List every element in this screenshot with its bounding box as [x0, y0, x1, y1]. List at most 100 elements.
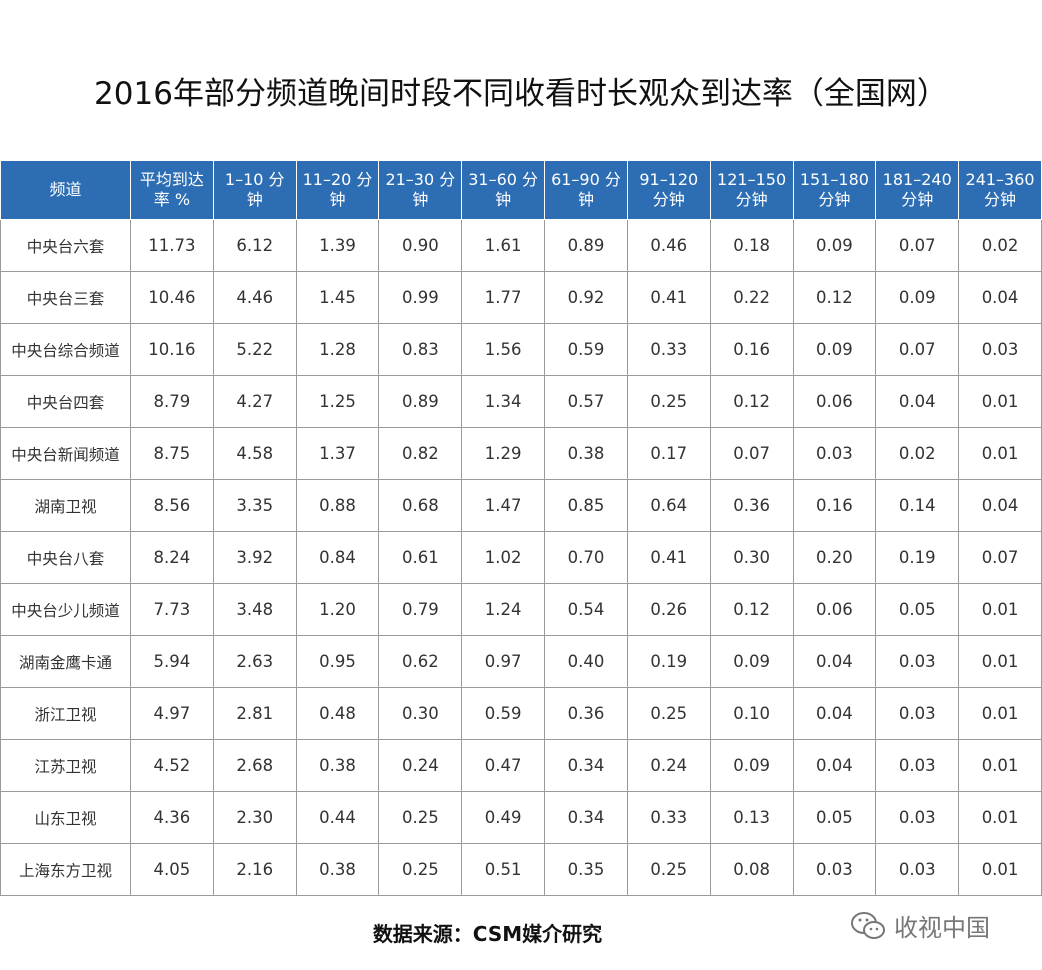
rate-cell: 0.12: [792, 271, 877, 324]
rate-cell: 1.28: [295, 323, 380, 376]
rate-cell: 0.09: [875, 271, 960, 324]
rate-cell: 0.59: [544, 323, 628, 376]
rate-cell: 0.62: [378, 635, 463, 688]
rate-cell: 4.46: [212, 271, 297, 324]
rate-cell: 0.01: [958, 583, 1042, 636]
header-line: 31–60 分: [468, 170, 539, 189]
rate-cell: 0.46: [626, 219, 711, 272]
header-line: 平均到达: [139, 170, 204, 189]
table-row: 江苏卫视 4.52 2.68 0.38 0.24 0.47 0.34 0.24 0.09 0.04…: [0, 739, 1042, 792]
rate-cell: 1.34: [461, 375, 546, 428]
table-row: 中央台八套 8.24 3.92 0.84 0.61 1.02 0.70 0.41 0.30 0.2…: [0, 531, 1042, 584]
header-line: 1–10 分: [224, 170, 285, 189]
header-line: 241–360: [965, 170, 1035, 189]
rate-cell: 0.26: [626, 583, 711, 636]
rate-cell: 1.45: [295, 271, 380, 324]
rate-cell: 0.25: [626, 687, 711, 740]
rate-cell: 0.03: [792, 427, 877, 480]
rate-cell: 0.13: [709, 791, 794, 844]
rate-cell: 0.04: [958, 479, 1042, 532]
rate-cell: 0.06: [792, 583, 877, 636]
rate-cell: 0.30: [378, 687, 463, 740]
rate-cell: 0.04: [792, 739, 877, 792]
channel-name: 中央台六套: [0, 219, 131, 272]
rate-cell: 0.34: [544, 739, 628, 792]
rate-cell: 0.01: [958, 791, 1042, 844]
header-line: 151–180: [799, 170, 869, 189]
rate-cell: 0.95: [295, 635, 380, 688]
column-header: 181–240 分钟: [875, 160, 960, 220]
rate-cell: 5.94: [130, 635, 214, 688]
rate-cell: 0.03: [875, 687, 960, 740]
rate-cell: 0.07: [875, 323, 960, 376]
column-header: 31–60 分钟: [461, 160, 546, 220]
rate-cell: 0.70: [544, 531, 628, 584]
rate-cell: 0.22: [709, 271, 794, 324]
rate-cell: 0.01: [958, 843, 1042, 896]
rate-cell: 8.56: [130, 479, 214, 532]
rate-cell: 0.03: [792, 843, 877, 896]
rate-cell: 0.41: [626, 271, 711, 324]
header-line: 频道: [49, 180, 82, 199]
watermark-text: 收视中国: [894, 914, 990, 942]
rate-cell: 1.61: [461, 219, 546, 272]
rate-cell: 2.81: [212, 687, 297, 740]
rate-cell: 0.25: [626, 375, 711, 428]
rate-cell: 0.38: [544, 427, 628, 480]
rate-cell: 0.82: [378, 427, 463, 480]
channel-name: 中央台八套: [0, 531, 131, 584]
table-row: 中央台少儿频道 7.73 3.48 1.20 0.79 1.24 0.54 0.26 0.12 0…: [0, 583, 1042, 636]
table-header: 频道 平均到达率 % 1–10 分钟 11–20 分钟 21–30 分钟 31–60 分钟…: [0, 160, 1042, 220]
column-header: 91–120 分钟: [626, 160, 711, 220]
column-header: 151–180 分钟: [792, 160, 877, 220]
rate-cell: 2.30: [212, 791, 297, 844]
header-line: 11–20 分: [302, 170, 373, 189]
rate-cell: 0.49: [461, 791, 546, 844]
rate-cell: 0.38: [295, 843, 380, 896]
rate-cell: 0.33: [626, 791, 711, 844]
rate-cell: 0.25: [378, 843, 463, 896]
rate-cell: 0.33: [626, 323, 711, 376]
rate-cell: 0.04: [958, 271, 1042, 324]
rate-cell: 0.24: [626, 739, 711, 792]
rate-cell: 4.58: [212, 427, 297, 480]
wechat-icon: [851, 911, 885, 939]
table-body: 中央台六套 11.73 6.12 1.39 0.90 1.61 0.89 0.46 0.18 0.…: [0, 219, 1042, 896]
rate-cell: 0.54: [544, 583, 628, 636]
rate-cell: 0.24: [378, 739, 463, 792]
rate-cell: 0.01: [958, 635, 1042, 688]
header-row: 频道 平均到达率 % 1–10 分钟 11–20 分钟 21–30 分钟 31–60 分钟…: [0, 160, 1042, 220]
rate-cell: 3.35: [212, 479, 297, 532]
rate-cell: 8.79: [130, 375, 214, 428]
rate-cell: 0.88: [295, 479, 380, 532]
rate-cell: 5.22: [212, 323, 297, 376]
rate-cell: 0.12: [709, 375, 794, 428]
header-line: 21–30 分: [385, 170, 456, 189]
rate-cell: 1.25: [295, 375, 380, 428]
header-line: 分钟: [901, 190, 934, 209]
table-row: 中央台三套 10.46 4.46 1.45 0.99 1.77 0.92 0.41 0.22 0.…: [0, 271, 1042, 324]
rate-cell: 0.16: [709, 323, 794, 376]
channel-name: 中央台三套: [0, 271, 131, 324]
header-line: 钟: [329, 190, 346, 209]
rate-cell: 0.10: [709, 687, 794, 740]
rate-cell: 0.40: [544, 635, 628, 688]
rate-cell: 1.24: [461, 583, 546, 636]
rate-cell: 4.27: [212, 375, 297, 428]
rate-cell: 0.47: [461, 739, 546, 792]
channel-name: 湖南金鹰卡通: [0, 635, 131, 688]
channel-name: 中央台四套: [0, 375, 131, 428]
header-line: 181–240: [882, 170, 952, 189]
rate-cell: 0.36: [709, 479, 794, 532]
rate-cell: 0.01: [958, 375, 1042, 428]
header-line: 61–90 分: [551, 170, 621, 189]
rate-cell: 0.85: [544, 479, 628, 532]
table-row: 浙江卫视 4.97 2.81 0.48 0.30 0.59 0.36 0.25 0.10 0.04…: [0, 687, 1042, 740]
channel-name: 中央台新闻频道: [0, 427, 131, 480]
rate-cell: 11.73: [130, 219, 214, 272]
rate-cell: 1.39: [295, 219, 380, 272]
table-row: 上海东方卫视 4.05 2.16 0.38 0.25 0.51 0.35 0.25 0.08 0.…: [0, 843, 1042, 896]
rate-cell: 0.03: [958, 323, 1042, 376]
rate-cell: 4.97: [130, 687, 214, 740]
rate-cell: 10.16: [130, 323, 214, 376]
